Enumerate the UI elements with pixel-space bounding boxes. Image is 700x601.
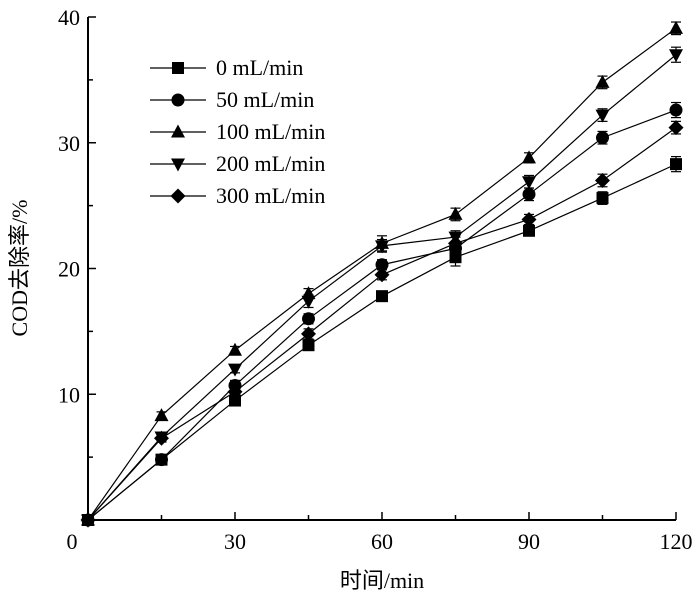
legend: 0 mL/min 50 mL/min 100 mL/min 200 mL/min 300… <box>150 55 325 208</box>
data-point <box>448 206 463 220</box>
data-point <box>154 408 169 422</box>
data-point <box>669 103 683 117</box>
series-line <box>87 127 677 521</box>
x-tick-label: 30 <box>224 529 246 554</box>
legend-item: 200 mL/min <box>150 151 325 176</box>
y-tick-label: 20 <box>58 257 80 282</box>
legend-item: 50 mL/min <box>150 87 314 112</box>
data-point <box>522 176 536 190</box>
series-line <box>87 163 677 521</box>
legend-marker <box>170 188 186 204</box>
series-line <box>87 109 677 521</box>
data-point <box>375 240 389 254</box>
legend-label: 200 mL/min <box>216 151 325 176</box>
legend-item: 0 mL/min <box>150 55 303 80</box>
legend-label: 0 mL/min <box>216 55 303 80</box>
ticks: 0 30 60 90 120 10 20 30 40 <box>58 5 693 554</box>
data-point <box>301 326 316 342</box>
x-tick-label: 90 <box>518 529 540 554</box>
x-tick-label: 0 <box>67 529 78 554</box>
y-tick-label: 40 <box>58 5 80 30</box>
x-axis-title: 时间/min <box>340 568 424 593</box>
data-point <box>228 342 242 356</box>
data-point <box>448 235 463 251</box>
legend-marker <box>171 158 185 172</box>
data-point <box>229 394 241 407</box>
x-tick-label: 120 <box>660 529 693 554</box>
legend-marker <box>171 124 185 138</box>
data-point <box>80 512 96 528</box>
legend-label: 50 mL/min <box>216 87 314 112</box>
legend-marker <box>172 62 184 74</box>
data-point <box>669 49 683 63</box>
data-point <box>521 211 537 227</box>
data-point <box>227 384 243 400</box>
data-point <box>596 131 609 145</box>
data-point <box>668 120 684 136</box>
y-tick-label: 30 <box>58 131 80 156</box>
data-point <box>375 258 389 272</box>
data-point <box>595 74 610 88</box>
data-point <box>302 312 315 326</box>
data-point <box>376 290 388 303</box>
data-point <box>595 109 610 123</box>
data-point <box>669 20 683 34</box>
data-point <box>302 339 315 352</box>
data-point <box>522 187 536 201</box>
data-point <box>154 430 169 446</box>
data-point <box>670 158 682 171</box>
data-point <box>301 295 316 309</box>
data-point <box>374 267 390 283</box>
legend-item: 300 mL/min <box>150 183 325 208</box>
data-point <box>523 224 535 237</box>
legend-label: 300 mL/min <box>216 183 325 208</box>
data-point <box>522 150 536 164</box>
x-tick-label: 60 <box>371 529 393 554</box>
data-point <box>228 363 242 377</box>
series-line <box>87 54 677 521</box>
series-markers <box>80 20 684 528</box>
y-tick-label: 10 <box>58 382 80 407</box>
data-point <box>595 172 610 188</box>
data-point <box>596 192 609 205</box>
data-point <box>155 453 168 467</box>
legend-label: 100 mL/min <box>216 119 325 144</box>
y-axis-title: COD去除率/% <box>7 200 32 337</box>
legend-item: 100 mL/min <box>150 119 325 144</box>
legend-marker <box>171 93 185 107</box>
